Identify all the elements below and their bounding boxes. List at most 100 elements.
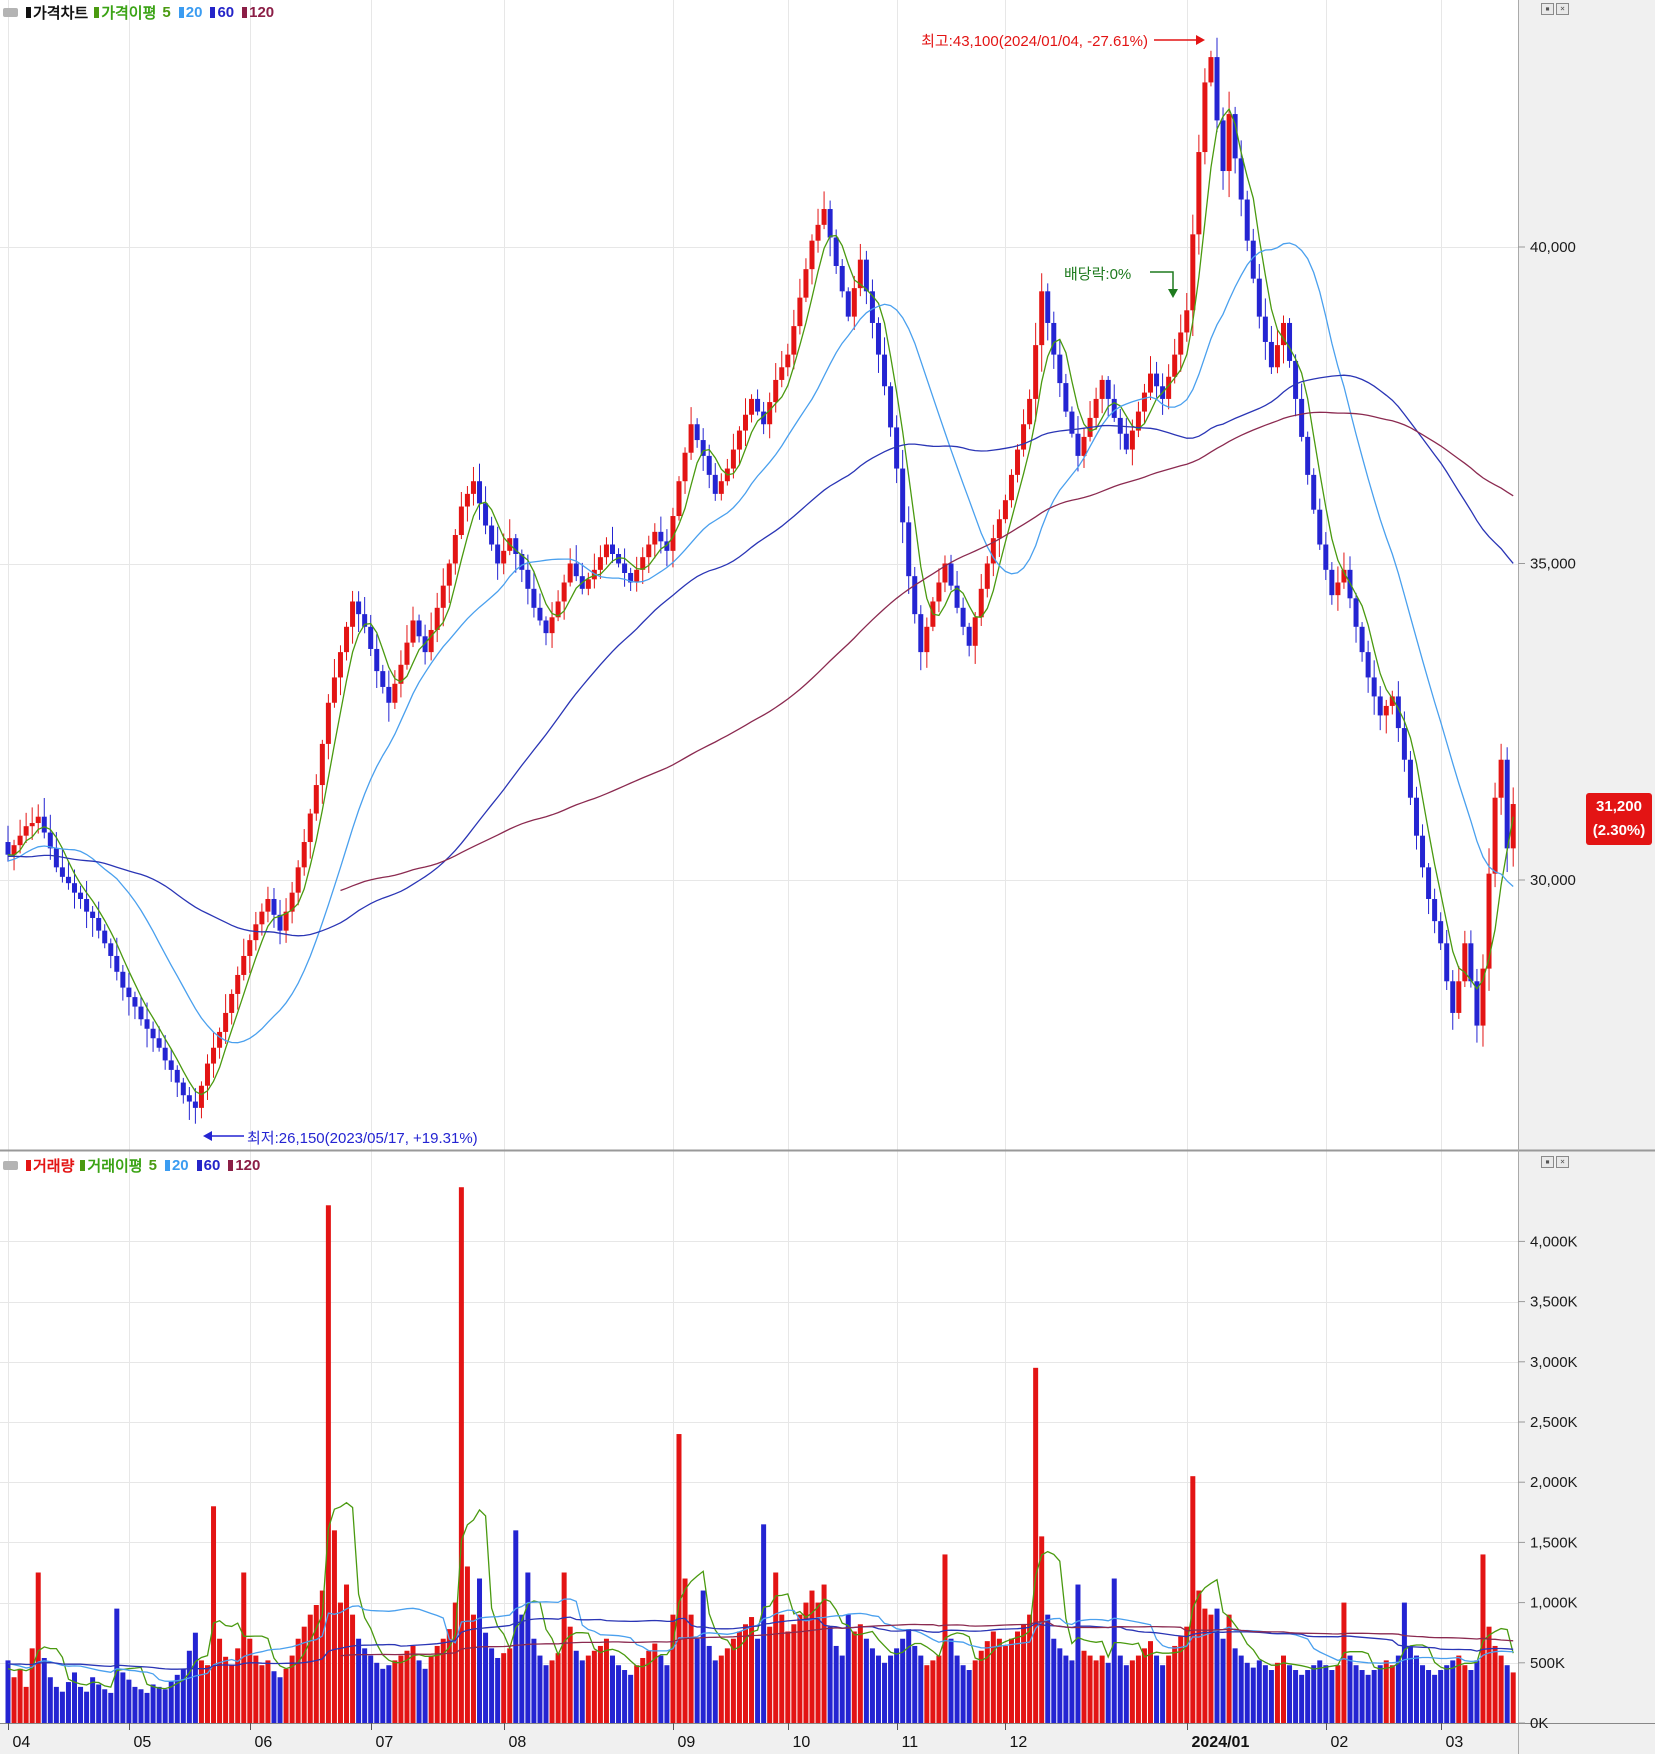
legend-volume[interactable]: 거래량 <box>26 1155 74 1176</box>
volume-bar <box>337 1602 343 1723</box>
volume-bar <box>640 1657 646 1723</box>
candle <box>610 544 615 555</box>
volume-bar <box>1214 1608 1220 1723</box>
candle <box>1389 696 1395 706</box>
candle <box>736 430 742 450</box>
ma-period-item[interactable]: 120 <box>242 4 274 21</box>
candle <box>344 626 350 653</box>
volume-bar <box>477 1578 483 1723</box>
ma-period-label: 20 <box>185 4 203 21</box>
ma-period-item[interactable]: 60 <box>196 1157 220 1174</box>
candle <box>446 563 452 586</box>
annotation-low: 최저:26,150(2023/05/17, +19.31%) <box>247 1130 478 1147</box>
candle <box>1154 373 1160 387</box>
volume-axis-label: 4,000K <box>1530 1233 1578 1250</box>
volume-bar <box>984 1641 990 1723</box>
minimize-panel-icon[interactable]: ▪ <box>1541 1156 1554 1168</box>
volume-bar <box>410 1645 416 1723</box>
volume-bar <box>1002 1645 1008 1723</box>
volume-bar <box>1238 1655 1244 1723</box>
candle <box>41 816 47 833</box>
volume-label: 거래량 <box>33 1158 75 1175</box>
ma-period-item[interactable]: 60 <box>210 4 234 21</box>
volume-bar <box>271 1671 277 1723</box>
volume-bar <box>936 1655 942 1723</box>
candle <box>676 481 682 517</box>
candle <box>1329 569 1335 596</box>
price-ma-periods: 5 20 60 120 <box>162 4 274 21</box>
volume-bar <box>1305 1670 1311 1723</box>
legend-price-chart[interactable]: 가격차트 <box>26 2 88 23</box>
volume-bar <box>809 1590 815 1723</box>
volume-bar <box>217 1638 223 1723</box>
volume-bar <box>1015 1631 1021 1723</box>
candle <box>1238 158 1244 200</box>
candle <box>1395 696 1401 729</box>
ma-period-item[interactable]: 5 <box>149 1157 157 1174</box>
volume-bar <box>464 1566 470 1723</box>
volume-bar <box>168 1680 174 1723</box>
volume-bar <box>1329 1670 1335 1723</box>
ma-period-item[interactable]: 5 <box>162 4 170 21</box>
candle <box>833 237 839 266</box>
close-panel-icon[interactable]: × <box>1556 3 1569 15</box>
candle <box>1462 943 1468 982</box>
candle <box>984 563 990 589</box>
panel-drag-handle-icon[interactable] <box>3 1161 18 1170</box>
candle <box>1051 322 1057 355</box>
candle <box>392 683 398 703</box>
candle <box>1033 345 1039 399</box>
volume-bar <box>1154 1655 1160 1723</box>
minimize-panel-icon[interactable]: ▪ <box>1541 3 1554 15</box>
candle <box>978 588 984 618</box>
candle <box>597 557 603 570</box>
volume-bar <box>966 1670 972 1723</box>
volume-bar <box>875 1655 881 1723</box>
volume-bar <box>555 1653 561 1723</box>
ma-period-item[interactable]: 20 <box>178 4 203 21</box>
candle <box>138 1006 144 1020</box>
ma-period-item[interactable]: 20 <box>164 1157 189 1174</box>
volume-bar <box>519 1614 525 1723</box>
volume-bar <box>543 1665 549 1723</box>
candle <box>211 1047 217 1064</box>
close-panel-icon[interactable]: × <box>1556 1156 1569 1168</box>
current-price-value: 31,200 <box>1596 798 1642 815</box>
volume-bar <box>1081 1650 1087 1723</box>
volume-bar <box>1099 1655 1105 1723</box>
ma-period-item[interactable]: 120 <box>228 1157 260 1174</box>
candle <box>331 677 337 703</box>
volume-bar <box>440 1638 446 1723</box>
volume-bar <box>495 1657 501 1723</box>
volume-bar <box>108 1692 114 1723</box>
candle <box>1280 322 1286 346</box>
candle <box>368 626 374 649</box>
candle <box>452 535 458 564</box>
volume-bar <box>1504 1665 1510 1723</box>
legend-price-ma[interactable]: 가격이평 <box>94 2 156 23</box>
volume-bar <box>470 1614 476 1723</box>
candle <box>755 398 761 412</box>
candle <box>906 522 912 577</box>
candle <box>845 291 851 317</box>
candle <box>1474 981 1480 1026</box>
candle <box>1123 433 1129 450</box>
candle <box>1008 474 1014 501</box>
candle <box>1365 652 1371 678</box>
candle <box>301 842 307 868</box>
volume-bar <box>724 1648 730 1723</box>
legend-volume-ma[interactable]: 거래이평 <box>80 1155 143 1176</box>
volume-bar <box>1432 1674 1438 1723</box>
volume-bar <box>186 1650 192 1723</box>
panel-drag-handle-icon[interactable] <box>3 8 18 17</box>
volume-bar <box>610 1655 615 1723</box>
volume-bar <box>791 1624 797 1723</box>
candle <box>718 481 724 494</box>
candle <box>477 481 483 504</box>
candle <box>924 626 930 653</box>
volume-bar <box>700 1590 706 1723</box>
volume-bar <box>573 1650 579 1723</box>
volume-bar <box>549 1660 555 1723</box>
candle <box>295 867 301 893</box>
